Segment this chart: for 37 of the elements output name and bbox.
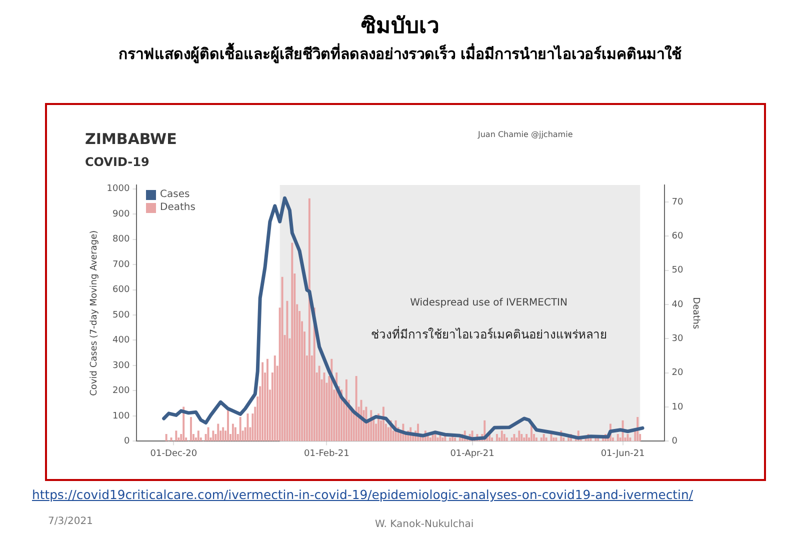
text: COVID-19 [85,155,150,169]
y2-axis-title: Deaths [690,297,700,330]
y2-tick-label: 10 [672,402,684,412]
y2-tick-label: 30 [672,334,684,344]
y-tick-label: 500 [112,310,130,320]
y2-tick-label: 40 [672,300,684,310]
legend-label: Cases [160,189,190,200]
legend-label: Deaths [160,202,196,213]
y-tick-label: 600 [112,285,130,296]
y2-tick-label: 20 [672,368,684,378]
text: ZIMBABWE [85,130,177,148]
y-tick-label: 200 [112,386,130,396]
text: 7/3/2021 [48,516,93,527]
band-label: Widespread use of IVERMECTIN [410,297,568,308]
y-tick-label: 0 [124,436,130,447]
x-tick-label: 01-Apr-21 [450,448,494,459]
y-tick-label: 300 [112,360,130,371]
chart-title: ซิมบับเว [360,13,440,41]
y2-tick-label: 70 [672,197,684,208]
x-tick-label: 01-Jun-21 [600,448,645,459]
y-tick-label: 400 [112,336,130,346]
y-tick-label: 700 [112,260,130,270]
y-tick-label: 800 [112,234,130,245]
text: W. Kanok-Nukulchai [375,519,474,530]
x-tick-label: 01-Feb-21 [304,448,350,459]
text: https://covid19criticalcare.com/ivermectin-in-covid-19/epidemiologic-analyses-on-covid19-and-ivermectin/ [32,487,693,502]
text: Juan Chamie @jjchamie [478,130,573,139]
y-axis-title: Covid Cases (7-day Moving Average) [90,230,100,396]
y2-tick-label: 50 [672,266,684,276]
x-tick-label: 01-Dec-20 [150,448,198,459]
annotation: ช่วงที่มีการใช้ยาไอเวอร์เมคตินอย่างแพร่หลาย [370,326,607,342]
y2-tick-label: 60 [672,232,684,242]
chart-subtitle: กราฟแสดงผู้ติดเชื้อและผู้เสียชีวิตที่ลดลงอย่างรวดเร็ว เมื่อมีการนำยาไอเวอร์เมคตินมาใช้ [117,42,683,66]
y-tick-label: 1000 [106,184,130,194]
y2-tick-label: 0 [672,436,678,447]
y-tick-label: 900 [112,209,130,220]
y-tick-label: 100 [112,411,130,422]
